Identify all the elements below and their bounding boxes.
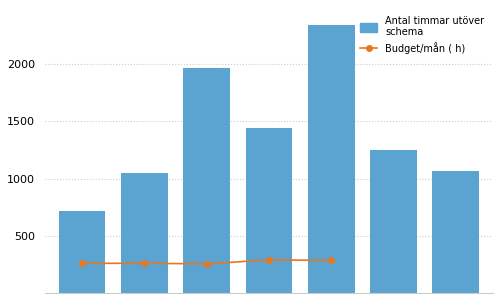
- Bar: [432, 171, 479, 293]
- Bar: [246, 128, 292, 293]
- Bar: [121, 173, 168, 293]
- Bar: [184, 68, 230, 293]
- Bar: [59, 211, 106, 293]
- Bar: [370, 150, 417, 293]
- Bar: [308, 25, 354, 293]
- Legend: Antal timmar utöver
schema, Budget/mån ( h): Antal timmar utöver schema, Budget/mån (…: [356, 12, 488, 58]
